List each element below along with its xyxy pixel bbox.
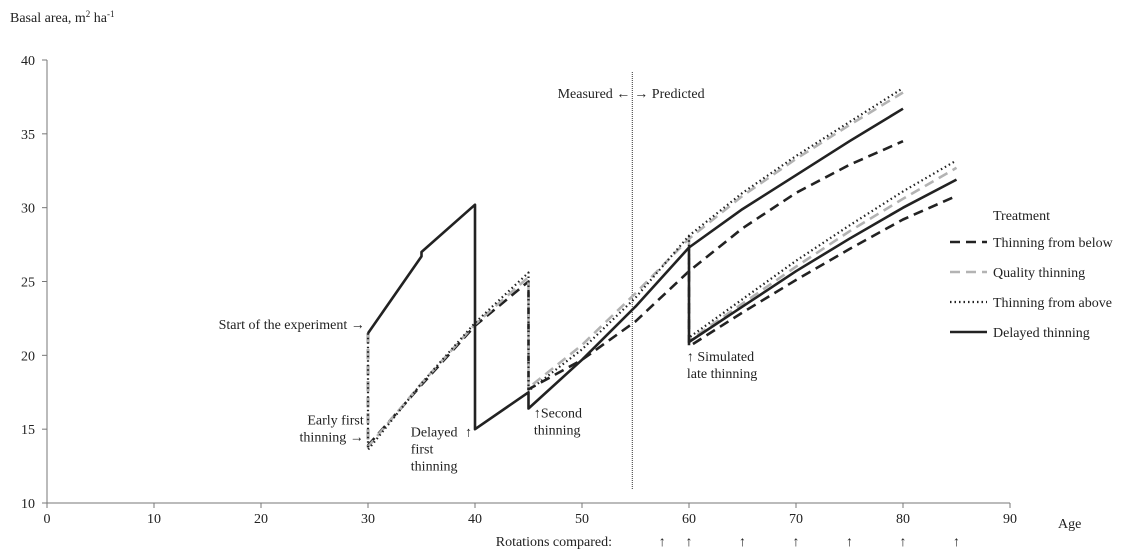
annotation: ↑ Simulated late thinning: [687, 350, 757, 382]
x-tick-label: 90: [1003, 512, 1017, 527]
x-tick-label: 10: [147, 512, 161, 527]
x-tick-label: 50: [575, 512, 589, 527]
annotation: Delayed first thinning: [411, 426, 458, 475]
annotation: Early first thinning →: [300, 414, 364, 446]
x-tick-label: 30: [361, 512, 375, 527]
legend-label: Thinning from below: [993, 236, 1114, 251]
x-tick-label: 0: [44, 512, 51, 527]
y-tick-label: 30: [21, 202, 35, 217]
series-quality-thinning: [366, 91, 958, 449]
y-tick-label: 10: [21, 497, 35, 512]
series-line: [366, 91, 904, 449]
y-tick-label: 35: [21, 128, 35, 143]
series-line: [687, 178, 958, 344]
x-axis-label: Age: [1058, 517, 1081, 532]
y-tick-label: 25: [21, 276, 35, 291]
tick-labels: 0 10 20 30 40 50 60 70 80 90 10 15 20 25 30 35 40: [21, 54, 1017, 527]
annotation: Start of the experiment →: [219, 318, 365, 333]
predicted-label: → Predicted: [634, 87, 704, 102]
annotation: ↑Second thinning: [534, 406, 582, 438]
y-tick-label: 20: [21, 349, 35, 364]
y-tick-label: 40: [21, 54, 35, 69]
y-axis-label: Basal area, m2 ha-1: [10, 9, 115, 26]
series-thinning-from-above: [366, 87, 958, 451]
x-tick-label: 40: [468, 512, 482, 527]
legend-title: Treatment: [993, 209, 1050, 224]
rotation-arrow: ↑: [900, 535, 907, 549]
rotation-arrow: ↑: [659, 535, 666, 549]
annotations: Start of the experiment → Early first thin…: [219, 318, 758, 475]
rotation-arrow: ↑: [739, 535, 746, 549]
rotation-arrow: ↑: [953, 535, 960, 549]
measured-label: Measured ←: [558, 87, 631, 102]
series-line: [366, 107, 904, 431]
legend: Treatment Thinning from below Quality thin…: [950, 209, 1114, 341]
rotations-compared: Rotations compared: ↑ ↑ ↑ ↑ ↑ ↑ ↑: [496, 535, 960, 549]
legend-label: Thinning from above: [993, 296, 1112, 311]
rotation-arrow: ↑: [846, 535, 853, 549]
rotation-arrow: ↑: [686, 535, 693, 549]
series-line: [366, 87, 904, 451]
x-tick-label: 20: [254, 512, 268, 527]
y-tick-label: 15: [21, 423, 35, 438]
rotation-arrow: ↑: [793, 535, 800, 549]
rotations-label: Rotations compared:: [496, 535, 612, 549]
x-tick-label: 60: [682, 512, 696, 527]
legend-label: Quality thinning: [993, 266, 1085, 281]
series-lines: [366, 87, 958, 451]
series-line: [687, 194, 958, 348]
legend-label: Delayed thinning: [993, 326, 1090, 341]
x-tick-label: 80: [896, 512, 910, 527]
series-delayed-thinning: [366, 107, 958, 431]
series-line: [687, 159, 958, 339]
measured-predicted-divider: Measured ← → Predicted: [558, 72, 705, 490]
series-thinning-from-below: [366, 140, 958, 447]
annotation: ↑: [465, 426, 472, 441]
x-tick-label: 70: [789, 512, 803, 527]
